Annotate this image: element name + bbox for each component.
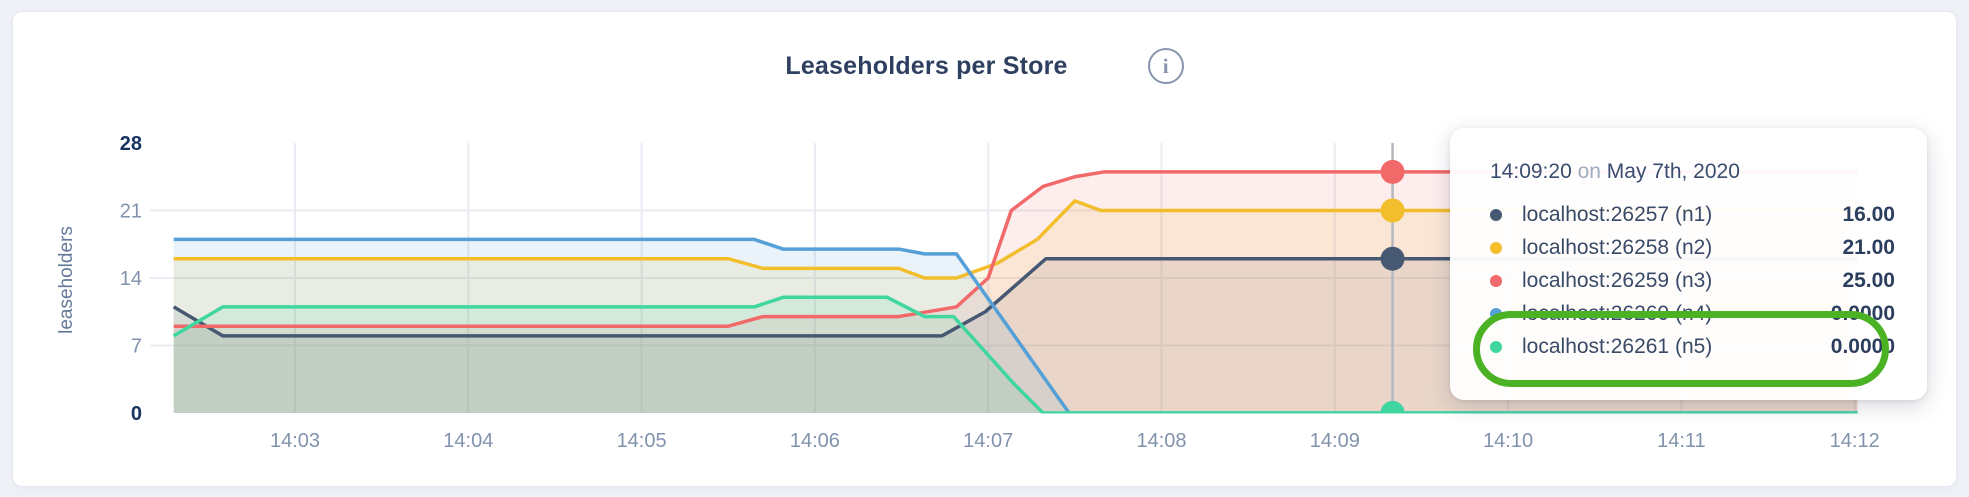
series-area-n4 (173, 239, 1858, 413)
tooltip-row-n5: localhost:26261 (n5) 0.0000 (1490, 330, 1895, 363)
series-dot-icon (1490, 208, 1502, 221)
series-line-n3 (173, 170, 1858, 328)
y-tick-label: 28 (120, 133, 142, 155)
x-tick-label: 14:09 (1310, 430, 1360, 452)
hover-dot-n2 (1380, 198, 1405, 223)
y-tick-label: 21 (120, 201, 142, 223)
series-value: 25.00 (1842, 268, 1895, 292)
series-line-n5 (172, 295, 1858, 414)
hover-tooltip: 14:09:20 on May 7th, 2020 localhost:2625… (1450, 128, 1927, 400)
series-line-n1 (172, 256, 1858, 338)
x-tick-label: 14:04 (443, 430, 493, 452)
x-tick-label: 14:06 (790, 430, 840, 452)
series-value: 0.0000 (1830, 334, 1895, 358)
tooltip-row-n3: localhost:26259 (n3) 25.00 (1490, 264, 1895, 297)
series-label: localhost:26259 (n3) (1522, 268, 1713, 292)
tooltip-row-n4: localhost:26260 (n4) 0.0000 (1490, 297, 1895, 330)
tooltip-time: 14:09:20 (1490, 160, 1572, 183)
series-label: localhost:26261 (n5) (1522, 334, 1713, 358)
series-line-n4 (173, 237, 1858, 414)
series-area-n3 (173, 171, 1858, 413)
y-tick-label: 7 (131, 336, 142, 358)
series-value: 16.00 (1842, 202, 1895, 226)
plot-area[interactable] (172, 143, 1858, 425)
tooltip-date: May 7th, 2020 (1606, 160, 1740, 183)
series-value: 21.00 (1842, 235, 1895, 259)
x-tick-label: 14:07 (963, 430, 1013, 452)
x-tick-label: 14:08 (1136, 430, 1186, 452)
tooltip-row-n2: localhost:26258 (n2) 21.00 (1490, 231, 1895, 264)
series-line-n2 (173, 199, 1858, 280)
series-label: localhost:26258 (n2) (1522, 235, 1713, 259)
hover-dot-n5 (1380, 401, 1405, 414)
info-icon[interactable]: i (1147, 48, 1184, 84)
x-tick-label: 14:12 (1830, 430, 1880, 452)
series-label: localhost:26260 (n4) (1522, 301, 1713, 325)
series-value: 0.0000 (1830, 301, 1895, 325)
x-tick-label: 14:03 (270, 430, 320, 452)
hover-dot-n3 (1380, 159, 1405, 184)
series-dot-icon (1490, 307, 1502, 320)
chart-title: Leaseholders per Store (785, 51, 1068, 80)
series-label: localhost:26257 (n1) (1522, 202, 1713, 226)
series-dot-icon (1490, 274, 1502, 287)
y-tick-label: 0 (131, 403, 142, 425)
series-dot-icon (1490, 241, 1502, 254)
series-dot-icon (1490, 340, 1502, 353)
tooltip-timestamp: 14:09:20 on May 7th, 2020 (1490, 160, 1740, 183)
y-tick-label: 14 (120, 268, 142, 290)
tooltip-row-n1: localhost:26257 (n1) 16.00 (1490, 198, 1895, 231)
tooltip-rows: localhost:26257 (n1) 16.00 localhost:26258… (1490, 198, 1895, 363)
x-tick-label: 14:11 (1657, 430, 1706, 452)
x-tick-label: 14:05 (617, 430, 667, 452)
y-axis-title: leaseholders (56, 226, 77, 334)
hover-dot-n1 (1380, 246, 1405, 271)
x-tick-label: 14:10 (1483, 430, 1533, 452)
series-area-n2 (173, 200, 1858, 413)
chart-header: Leaseholders per Store i (13, 48, 1956, 84)
